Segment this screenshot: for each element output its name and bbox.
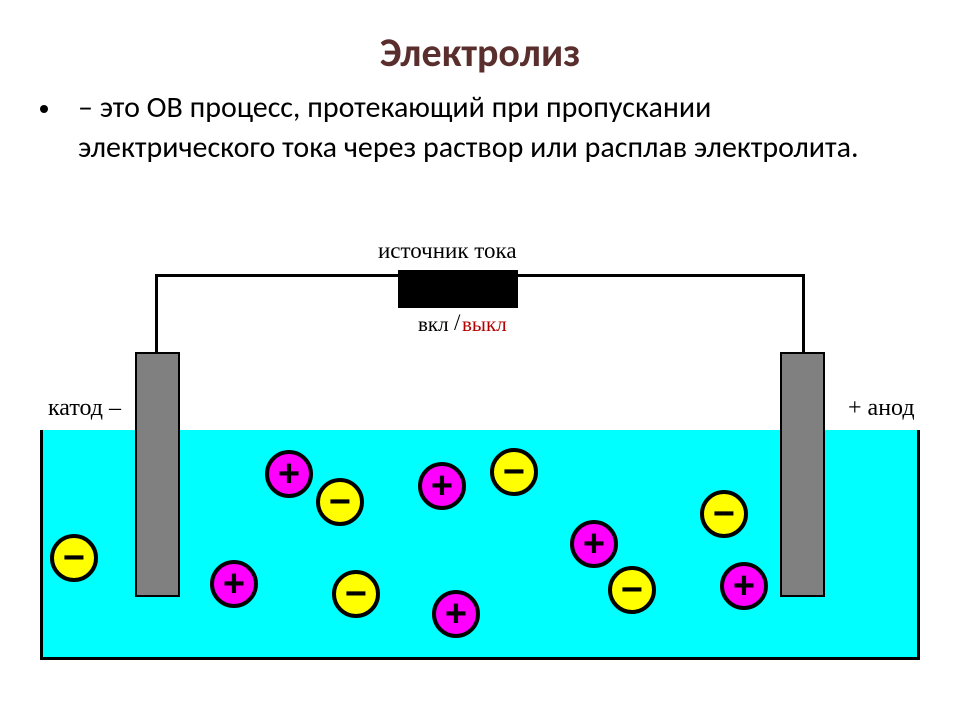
label-source: источник тока (378, 238, 517, 264)
slide: Электролиз – это ОВ процесс, протекающий… (0, 0, 960, 720)
cation-icon: + (265, 450, 313, 498)
anion-icon: − (490, 448, 538, 496)
cation-icon: + (432, 590, 480, 638)
wire-left (155, 274, 158, 354)
label-off: выкл (462, 312, 507, 337)
anion-icon: − (50, 534, 98, 582)
label-slash: / (454, 310, 460, 336)
label-anode: + анод (848, 395, 915, 422)
cation-icon: + (210, 560, 258, 608)
cation-icon: + (570, 520, 618, 568)
anion-icon: − (700, 490, 748, 538)
anion-icon: − (332, 570, 380, 618)
power-source (398, 270, 518, 308)
cation-icon: + (418, 462, 466, 510)
cation-icon: + (720, 562, 768, 610)
slide-title: Электролиз (0, 28, 960, 77)
bullet-icon (40, 105, 48, 113)
label-cathode: катод – (48, 395, 121, 422)
anion-icon: − (608, 566, 656, 614)
anion-icon: − (316, 478, 364, 526)
definition-text: – это ОВ процесс, протекающий при пропус… (78, 88, 898, 168)
label-on: вкл (418, 312, 449, 337)
anode-electrode (780, 352, 825, 597)
cathode-electrode (135, 352, 180, 597)
wire-right (802, 274, 805, 354)
